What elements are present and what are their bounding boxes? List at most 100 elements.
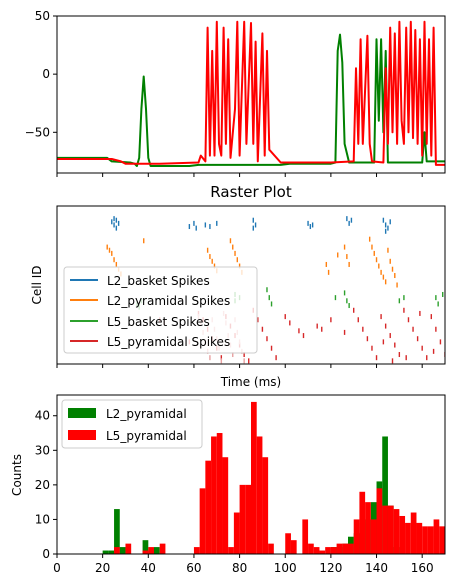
histogram-panel: 0 10 20 30 40 0 20 40 60 80 100 120 140 160 Counts L… bbox=[10, 394, 446, 575]
histogram-bar-1 bbox=[308, 543, 314, 554]
histogram-bar-1 bbox=[125, 543, 132, 554]
legend-swatch-l2-pyramidal bbox=[68, 408, 96, 418]
histogram-bar-1 bbox=[325, 547, 331, 554]
histogram-bar-0 bbox=[154, 547, 160, 554]
histogram-bar-1 bbox=[439, 526, 445, 554]
histogram-bar-0 bbox=[102, 550, 109, 554]
histogram-bar-1 bbox=[245, 484, 251, 554]
legend-label-hist-l2-pyramidal: L2_pyramidal bbox=[106, 407, 187, 421]
histogram-bar-1 bbox=[405, 522, 411, 554]
histogram-x-tick-label: 100 bbox=[274, 561, 297, 575]
voltage-trace-1 bbox=[57, 20, 445, 166]
histogram-bar-1 bbox=[359, 491, 366, 554]
histogram-x-tick-label: 0 bbox=[53, 561, 61, 575]
histogram-bar-1 bbox=[228, 547, 234, 554]
histogram-legend-box bbox=[61, 399, 203, 449]
histogram-y-tick-label: 20 bbox=[35, 478, 50, 492]
legend-label-l5-pyramidal: L5_pyramidal Spikes bbox=[107, 335, 230, 349]
histogram-bar-0 bbox=[119, 547, 126, 554]
voltage-y-tick-label: 0 bbox=[42, 67, 50, 81]
histogram-bar-1 bbox=[148, 547, 154, 554]
histogram-bar-1 bbox=[211, 436, 217, 554]
histogram-bar-1 bbox=[205, 460, 212, 554]
histogram-x-tick-label: 160 bbox=[411, 561, 434, 575]
histogram-x-tick-label: 140 bbox=[365, 561, 388, 575]
histogram-y-tick-label: 30 bbox=[35, 443, 50, 457]
raster-x-label: Time (ms) bbox=[220, 375, 282, 389]
histogram-bar-1 bbox=[262, 457, 269, 554]
raster-spikes bbox=[106, 216, 445, 364]
raster-panel: Raster Plot Time (ms) Cell ID L2_basket … bbox=[30, 183, 446, 389]
histogram-x-ticks: 0 20 40 60 80 100 120 140 160 bbox=[53, 554, 434, 575]
histogram-bar-1 bbox=[199, 488, 206, 554]
histogram-bar-1 bbox=[216, 433, 223, 554]
histogram-frame bbox=[56, 394, 446, 555]
voltage-frame bbox=[56, 15, 446, 174]
histogram-bar-1 bbox=[370, 519, 377, 554]
histogram-bar-1 bbox=[342, 543, 348, 554]
histogram-bar-1 bbox=[353, 519, 360, 554]
histogram-bar-1 bbox=[319, 550, 326, 554]
histogram-bar-0 bbox=[108, 550, 115, 554]
legend-label-l2-basket: L2_basket Spikes bbox=[107, 274, 210, 288]
histogram-bar-1 bbox=[433, 519, 440, 554]
histogram-y-tick-label: 40 bbox=[35, 409, 50, 423]
raster-legend: L2_basket Spikes L2_pyramidal Spikes L5_… bbox=[63, 266, 258, 354]
voltage-y-ticks: 50 0 −50 bbox=[25, 9, 57, 139]
raster-frame bbox=[56, 205, 446, 365]
histogram-bar-1 bbox=[365, 502, 371, 554]
histogram-bar-1 bbox=[268, 543, 274, 554]
histogram-bar-1 bbox=[290, 540, 297, 554]
histogram-bar-1 bbox=[114, 547, 120, 554]
histogram-bar-1 bbox=[256, 436, 263, 554]
histogram-bar-1 bbox=[313, 547, 320, 554]
histogram-x-tick-label: 120 bbox=[319, 561, 342, 575]
legend-label-l5-basket: L5_basket Spikes bbox=[107, 315, 210, 329]
histogram-bar-1 bbox=[239, 484, 246, 554]
voltage-x-ticks bbox=[56, 173, 423, 177]
voltage-y-tick-label: −50 bbox=[25, 125, 50, 139]
histogram-bar-1 bbox=[285, 533, 291, 554]
histogram-bars bbox=[102, 401, 445, 554]
histogram-bar-1 bbox=[399, 515, 406, 554]
histogram-bar-1 bbox=[422, 526, 428, 554]
raster-legend-box bbox=[63, 266, 258, 354]
histogram-bar-0 bbox=[114, 509, 120, 554]
legend-swatch-l5-pyramidal bbox=[68, 430, 96, 440]
voltage-y-tick-label: 50 bbox=[35, 9, 50, 23]
histogram-bar-1 bbox=[382, 505, 388, 554]
legend-label-l2-pyramidal: L2_pyramidal Spikes bbox=[107, 294, 230, 308]
histogram-x-tick-label: 80 bbox=[232, 561, 247, 575]
histogram-bar-0 bbox=[142, 540, 149, 554]
histogram-bar-1 bbox=[416, 522, 423, 554]
raster-title: Raster Plot bbox=[210, 183, 292, 201]
histogram-y-tick-label: 0 bbox=[42, 547, 50, 561]
histogram-bar-1 bbox=[222, 457, 229, 554]
histogram-bar-1 bbox=[427, 526, 434, 554]
histogram-x-tick-label: 40 bbox=[141, 561, 156, 575]
histogram-bar-1 bbox=[159, 543, 166, 554]
histogram-bar-1 bbox=[376, 488, 383, 554]
histogram-bar-1 bbox=[393, 509, 400, 554]
histogram-bar-1 bbox=[142, 550, 149, 554]
histogram-bar-0 bbox=[382, 436, 388, 554]
raster-x-ticks bbox=[56, 364, 423, 368]
histogram-bar-1 bbox=[410, 512, 417, 554]
histogram-x-tick-label: 60 bbox=[186, 561, 201, 575]
raster-y-label: Cell ID bbox=[30, 265, 44, 304]
histogram-y-tick-label: 10 bbox=[35, 512, 50, 526]
histogram-bar-1 bbox=[348, 543, 354, 554]
histogram-bar-1 bbox=[336, 543, 343, 554]
voltage-panel: 50 0 −50 bbox=[25, 9, 446, 177]
histogram-bar-1 bbox=[251, 401, 257, 554]
histogram-y-ticks: 0 10 20 30 40 bbox=[35, 409, 57, 561]
histogram-x-tick-label: 20 bbox=[95, 561, 110, 575]
histogram-bar-1 bbox=[387, 505, 394, 554]
legend-label-hist-l5-pyramidal: L5_pyramidal bbox=[106, 429, 187, 443]
histogram-bar-1 bbox=[302, 519, 309, 554]
histogram-bar-1 bbox=[330, 547, 337, 554]
histogram-legend: L2_pyramidal L5_pyramidal bbox=[61, 399, 203, 449]
histogram-bar-1 bbox=[233, 512, 240, 554]
voltage-traces bbox=[57, 20, 445, 167]
